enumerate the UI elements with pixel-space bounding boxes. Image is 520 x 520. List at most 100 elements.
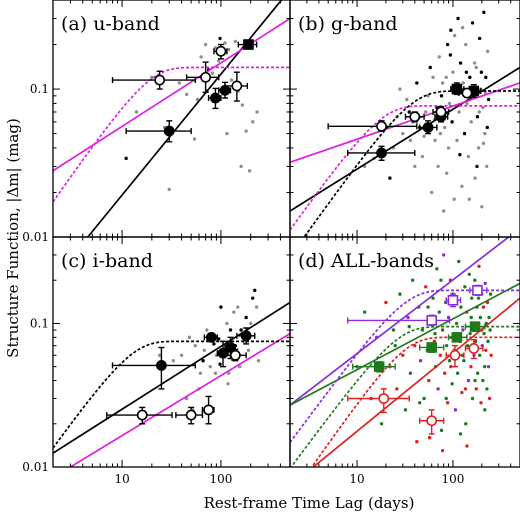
data-point [455, 371, 460, 375]
data-point [465, 101, 469, 106]
data-point [254, 305, 259, 309]
data-point [473, 278, 477, 282]
panel-title: (a) u-band [61, 13, 160, 35]
data-point [489, 353, 493, 357]
panel-2: (b) g-band [289, 0, 520, 238]
circle-marker [200, 71, 212, 83]
data-point [429, 190, 434, 195]
data-point [256, 359, 261, 363]
data-point [444, 75, 448, 80]
data-point [483, 408, 487, 412]
data-point [431, 75, 435, 80]
saturation-model-line [290, 105, 520, 231]
data-point [458, 153, 462, 157]
binned-point [418, 120, 438, 135]
panel-grid: 0.01 0.1 (a) u-band (b) g-band 0.01 0.1 10 100 (… [22, 0, 520, 486]
data-point [420, 328, 425, 332]
circle-marker [426, 415, 438, 427]
data-point [427, 435, 432, 440]
plot-area [290, 237, 520, 467]
data-point [436, 387, 440, 391]
binned-point [236, 327, 256, 345]
data-point [403, 408, 408, 412]
data-point [251, 120, 255, 124]
data-point [427, 378, 431, 383]
binned-point [432, 105, 450, 118]
data-point [481, 141, 486, 145]
data-point [445, 42, 450, 47]
data-point [482, 364, 487, 369]
binned-point [203, 331, 219, 343]
data-point [472, 61, 477, 65]
data-point [450, 382, 454, 386]
data-point [134, 110, 139, 114]
square-marker [447, 294, 459, 306]
data-point [460, 25, 465, 30]
data-point [476, 296, 481, 300]
data-point [362, 310, 367, 314]
data-point [435, 267, 439, 271]
data-point [415, 81, 419, 85]
data-point [193, 343, 197, 348]
data-point [226, 382, 230, 386]
data-point [476, 146, 481, 150]
data-point [391, 328, 396, 332]
binned-point [185, 61, 220, 94]
data-point [469, 315, 473, 320]
data-point [240, 103, 245, 107]
data-point [488, 292, 493, 296]
data-point [229, 78, 234, 82]
square-marker [426, 315, 437, 326]
data-point [227, 371, 231, 375]
data-point [410, 278, 415, 282]
data-point [233, 39, 238, 44]
circle-marker [229, 349, 241, 361]
binned-point [347, 388, 410, 414]
data-point [167, 187, 171, 192]
data-point [462, 131, 467, 136]
square-marker [451, 83, 463, 95]
data-point [455, 138, 459, 143]
data-point [179, 353, 184, 357]
binned-point [237, 39, 258, 50]
data-point [488, 328, 492, 332]
data-point [413, 164, 417, 169]
data-point [219, 305, 223, 309]
data-point [487, 396, 492, 401]
data-point [474, 65, 478, 70]
data-point [479, 70, 484, 74]
x-tick-label: 100 [209, 472, 232, 486]
data-point [481, 305, 486, 309]
data-point [456, 16, 460, 21]
data-point [450, 120, 454, 124]
data-point [244, 129, 248, 133]
data-point [424, 285, 428, 289]
circle-marker [461, 87, 473, 99]
data-point [177, 81, 182, 85]
y-tick-label: 0.01 [22, 460, 49, 474]
circle-marker [231, 80, 243, 92]
data-point [484, 348, 488, 352]
data-point [475, 115, 480, 119]
data-point [470, 296, 474, 300]
data-point [228, 328, 233, 332]
data-point [438, 353, 443, 357]
binned-point [458, 87, 476, 99]
saturation-model-line [53, 66, 290, 203]
data-point [384, 300, 388, 305]
data-point [393, 343, 397, 348]
data-point [485, 125, 489, 130]
data-point [236, 305, 240, 309]
data-point [218, 36, 222, 41]
data-point [422, 134, 426, 138]
binned-point [418, 342, 445, 353]
data-point [417, 401, 422, 405]
binned-point [445, 293, 462, 308]
plot-area [290, 10, 520, 237]
data-point [458, 61, 463, 65]
circle-marker [435, 106, 447, 118]
binned-point [213, 43, 228, 60]
binned-point [224, 348, 247, 362]
binned-point [216, 340, 229, 368]
data-point [433, 138, 437, 143]
